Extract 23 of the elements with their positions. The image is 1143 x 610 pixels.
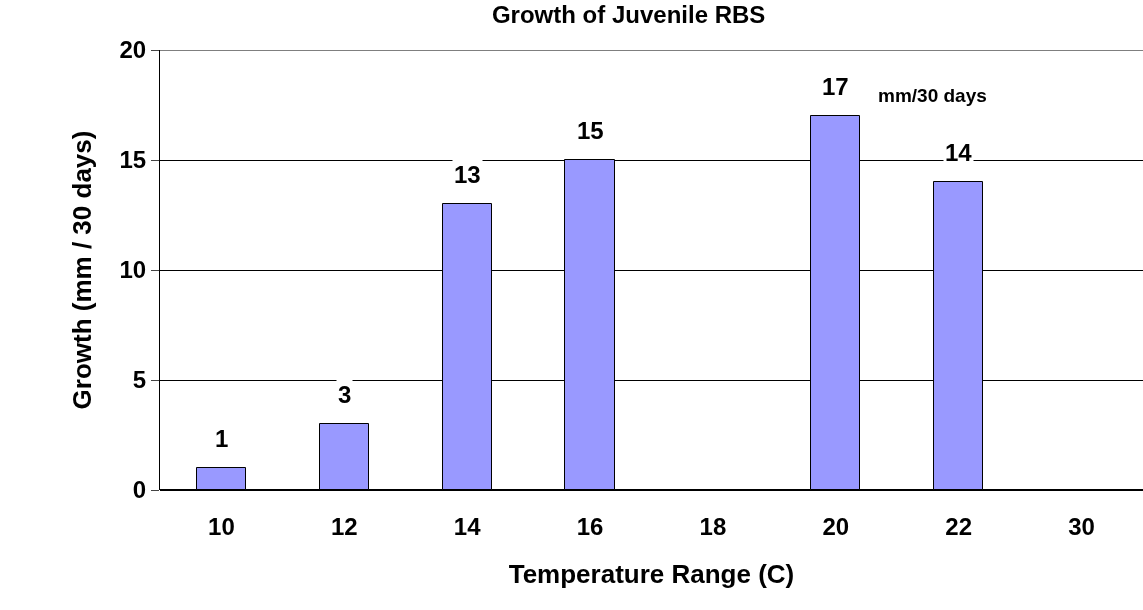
x-tick-label: 12 [330, 513, 358, 540]
data-label: 3 [338, 381, 352, 408]
y-tick-label: 0 [132, 476, 147, 504]
data-label: 15 [577, 117, 604, 144]
y-tick-label: 5 [132, 366, 147, 394]
y-tick-label: 20 [119, 36, 147, 64]
data-label: 13 [454, 161, 481, 188]
x-tick-label: 16 [576, 513, 604, 540]
y-tick-label: 15 [119, 146, 147, 174]
x-tick-label: 20 [822, 513, 850, 540]
x-tick-label: 30 [1068, 513, 1095, 540]
data-label: 1 [215, 425, 229, 452]
data-label: 14 [945, 139, 973, 166]
x-tick-label: 10 [208, 513, 235, 540]
annotation: mm/30 days [878, 85, 987, 106]
chart-title: Growth of Juvenile RBS [491, 0, 766, 28]
y-axis-title: Growth (mm / 30 days) [66, 130, 97, 410]
x-tick-label: 18 [699, 513, 727, 540]
data-label: 17 [822, 73, 849, 100]
x-tick-label: 22 [945, 513, 973, 540]
x-tick-label: 14 [453, 513, 482, 540]
y-tick-label: 10 [119, 256, 147, 284]
x-axis-title: Temperature Range (C) [508, 558, 795, 589]
